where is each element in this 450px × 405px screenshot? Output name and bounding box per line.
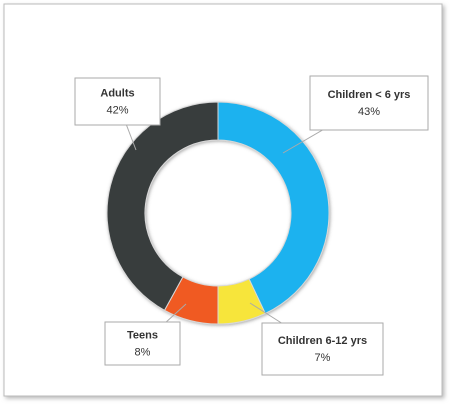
value-label: 42% bbox=[106, 104, 128, 116]
callout-box bbox=[74, 77, 161, 126]
value-label: 7% bbox=[315, 352, 331, 364]
callout-box bbox=[261, 322, 384, 376]
donut-segment bbox=[217, 101, 330, 315]
category-label: Children < 6 yrs bbox=[328, 89, 411, 101]
category-label: Adults bbox=[100, 87, 134, 99]
donut-segment bbox=[106, 101, 219, 311]
callout-box bbox=[104, 321, 181, 366]
callout-box bbox=[309, 75, 429, 131]
category-label: Children 6-12 yrs bbox=[278, 335, 367, 347]
category-label: Teens bbox=[127, 329, 158, 341]
value-label: 8% bbox=[135, 346, 151, 358]
donut bbox=[106, 101, 330, 325]
value-label: 43% bbox=[358, 106, 380, 118]
data-labels: Children < 6 yrs 43% Children 6-12 yrs 7% Te… bbox=[74, 75, 429, 376]
